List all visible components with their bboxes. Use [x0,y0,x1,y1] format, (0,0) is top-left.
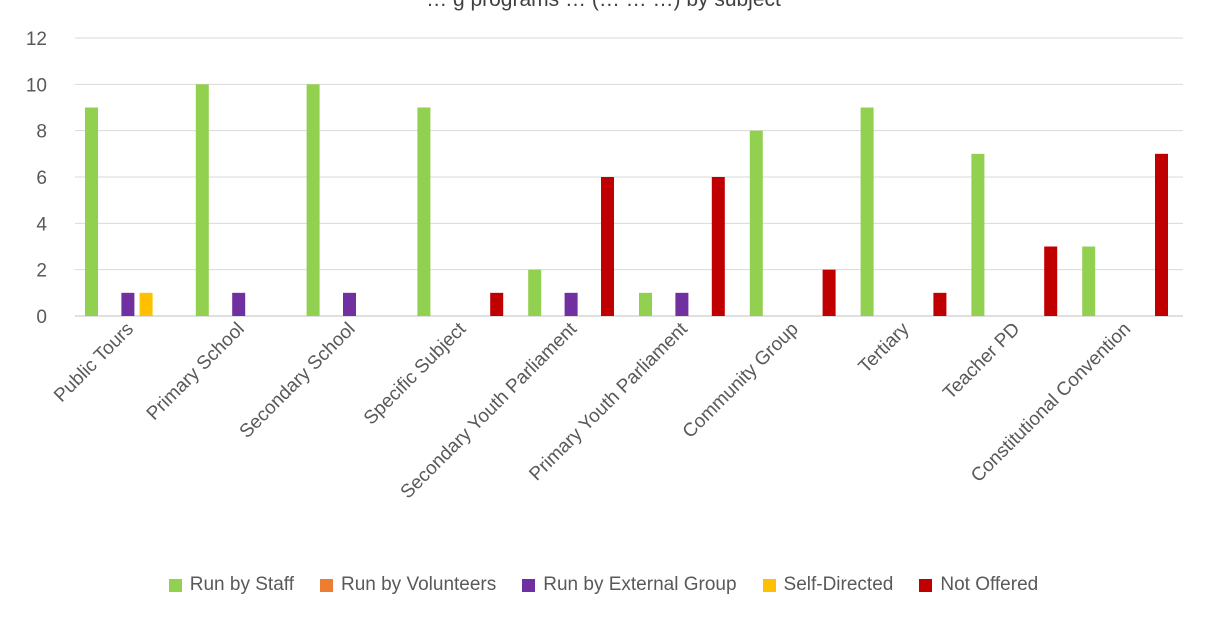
category-label: Teacher PD [939,319,1024,404]
bar [675,292,689,316]
bar [528,269,542,316]
y-tick-label: 8 [36,122,47,143]
bar [1155,153,1168,316]
bar [971,153,985,316]
bar [232,292,246,316]
category-label: Secondary School [236,319,360,443]
bar [711,177,725,316]
bar [860,107,874,316]
legend-item: Run by External Group [522,574,737,596]
category-label: Primary School [143,319,249,425]
category-label: Specific Subject [360,318,471,429]
bar [601,177,614,316]
bar [639,292,652,316]
y-tick-label: 10 [26,75,47,96]
bar [417,107,431,316]
bar [1082,246,1096,316]
legend-item: Not Offered [919,574,1038,596]
legend-swatch [168,578,182,592]
legend: Run by Staff Run by Volunteers Run by Exte… [0,574,1207,596]
legend-label: Run by External Group [543,574,737,595]
legend-item: Run by Staff [168,574,294,596]
y-tick-label: 0 [36,307,47,328]
legend-label: Run by Volunteers [340,574,497,595]
bar [195,84,209,316]
bar [1044,246,1058,316]
bar [933,292,947,316]
legend-label: Not Offered [940,574,1039,595]
bar [749,130,763,316]
category-label: Tertiary [855,318,914,377]
category-label: Community Group [679,319,803,443]
bar [564,292,578,316]
axis: 0 2 4 6 8 10 12 [26,29,48,328]
legend-label: Self-Directed [783,574,894,595]
bar [306,84,320,316]
y-tick-label: 12 [26,29,47,50]
bar [139,292,153,316]
category-label: Secondary Youth Parliament [397,318,582,503]
y-tick-label: 4 [36,214,47,235]
gridlines [75,37,1183,317]
y-tick-label: 2 [36,261,47,282]
legend-swatch [919,578,933,592]
legend-swatch [522,578,536,592]
legend-label: Run by Staff [189,574,294,595]
legend-item: Self-Directed [762,574,894,596]
y-tick-label: 6 [36,168,47,189]
bars [85,84,1168,316]
bar [822,269,836,316]
legend-swatch [762,578,776,592]
bar [343,292,356,316]
chart-title: … g programs … (… … …) by subject [0,0,1207,12]
bar [85,107,98,316]
bar [490,292,504,316]
bar [121,292,135,316]
category-label: Public Tours [50,319,138,407]
legend-swatch [319,578,333,592]
legend-item: Run by Volunteers [319,574,497,596]
